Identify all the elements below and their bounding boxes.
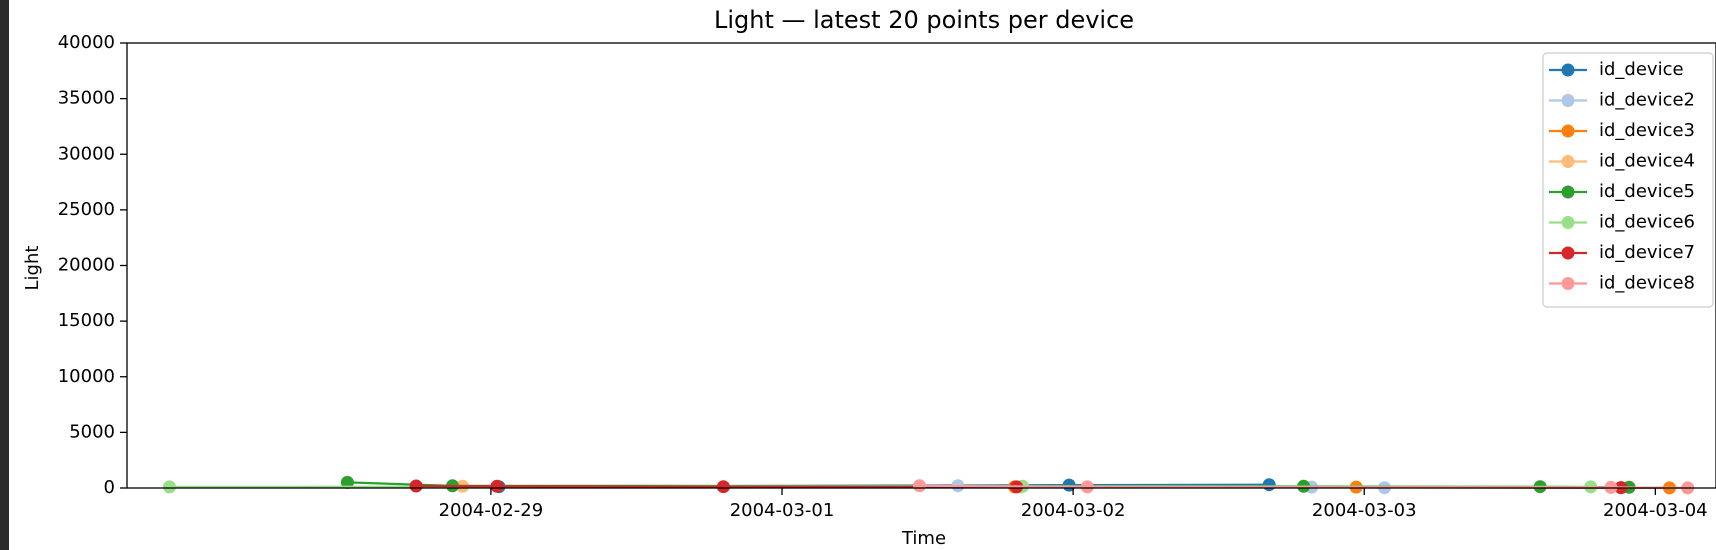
legend-item-id_device2: id_device2 xyxy=(1549,90,1695,111)
data-point-id_device7-1 xyxy=(409,479,423,493)
legend-marker-id_device4 xyxy=(1561,155,1575,168)
y-tick-label-20000: 20000 xyxy=(58,255,115,276)
plot-series-layer xyxy=(163,475,1695,495)
y-tick-label-15000: 15000 xyxy=(58,310,115,331)
data-point-id_device-3 xyxy=(1262,478,1276,492)
legend-marker-id_device7 xyxy=(1561,246,1575,260)
y-tick-label-0: 0 xyxy=(104,477,115,498)
light-chart: Light — latest 20 points per device Time… xyxy=(22,6,1716,549)
legend-marker-id_device xyxy=(1561,63,1575,77)
legend-box xyxy=(1542,52,1714,308)
y-tick-label-40000: 40000 xyxy=(58,32,115,53)
legend: id_device id_device2 id_device3 id_device4i… xyxy=(1542,52,1714,308)
legend-item-id_device4: id_device4 xyxy=(1549,151,1695,172)
axes-layer: 0 5000 10000 15000 20000 25000 30000 35000 40000… xyxy=(58,32,1716,521)
legend-marker-id_device3 xyxy=(1561,124,1575,138)
legend-label-id_device8: id_device8 xyxy=(1599,273,1695,294)
data-point-id_device6-1 xyxy=(163,480,176,494)
legend-label-id_device3: id_device3 xyxy=(1599,120,1695,141)
x-axis-label: Time xyxy=(901,528,946,549)
legend-marker-id_device2 xyxy=(1561,94,1575,107)
legend-label-id_device: id_device xyxy=(1599,59,1684,80)
legend-marker-id_device8 xyxy=(1561,277,1575,290)
legend-item-id_device5: id_device5 xyxy=(1549,181,1695,202)
legend-marker-id_device6 xyxy=(1561,216,1575,229)
legend-item-id_device: id_device xyxy=(1549,59,1684,80)
legend-marker-id_device5 xyxy=(1561,185,1575,199)
x-tick-label-2004-03-04: 2004-03-04 xyxy=(1603,500,1708,521)
legend-label-id_device7: id_device7 xyxy=(1599,242,1695,263)
data-point-id_device8-2 xyxy=(1080,480,1094,494)
legend-item-id_device3: id_device3 xyxy=(1549,120,1695,141)
data-point-id_device8-1 xyxy=(913,479,926,493)
y-tick-label-5000: 5000 xyxy=(69,421,115,442)
legend-item-id_device6: id_device6 xyxy=(1549,212,1695,233)
chart-title: Light — latest 20 points per device xyxy=(714,6,1134,34)
data-point-id_device7-3 xyxy=(716,480,730,494)
x-tick-label-2004-03-02: 2004-03-02 xyxy=(1021,500,1126,521)
data-point-id_device5-1 xyxy=(340,475,354,489)
legend-item-id_device8: id_device8 xyxy=(1549,273,1695,294)
y-tick-label-10000: 10000 xyxy=(58,366,115,387)
y-tick-label-35000: 35000 xyxy=(58,88,115,109)
x-tick-label-2004-03-01: 2004-03-01 xyxy=(730,500,835,521)
x-tick-label-2004-02-29: 2004-02-29 xyxy=(439,500,544,521)
y-tick-label-30000: 30000 xyxy=(58,143,115,164)
legend-label-id_device4: id_device4 xyxy=(1599,151,1695,172)
y-tick-label-25000: 25000 xyxy=(58,199,115,220)
legend-item-id_device7: id_device7 xyxy=(1549,242,1695,263)
legend-label-id_device6: id_device6 xyxy=(1599,212,1695,233)
y-axis-label: Light xyxy=(22,246,43,291)
plot-frame xyxy=(126,42,1716,489)
x-tick-label-2004-03-03: 2004-03-03 xyxy=(1312,500,1417,521)
data-point-id_device7-2 xyxy=(490,479,504,493)
figure: Light — latest 20 points per device Time… xyxy=(9,0,1716,550)
legend-label-id_device5: id_device5 xyxy=(1599,181,1695,202)
legend-label-id_device2: id_device2 xyxy=(1599,90,1695,111)
